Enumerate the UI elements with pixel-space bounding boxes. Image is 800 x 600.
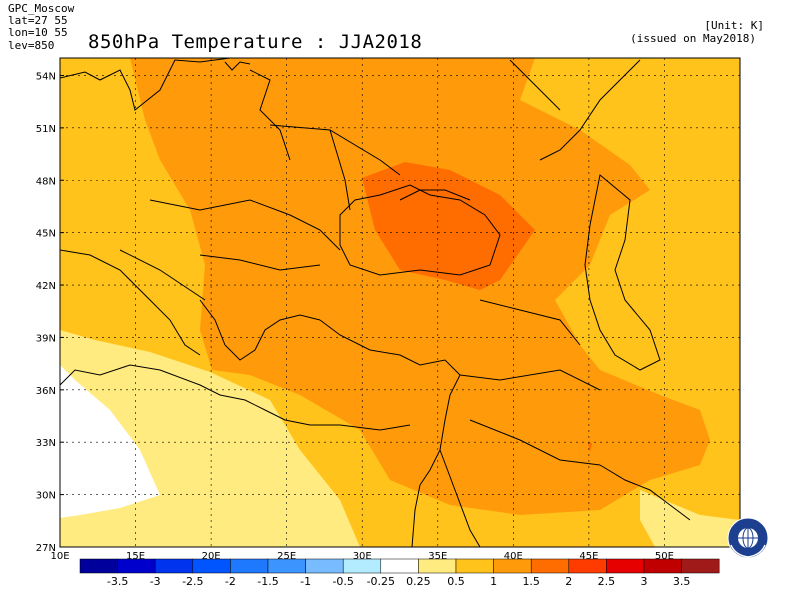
colorbar-label: 3.5	[673, 575, 691, 588]
colorbar-label: 2.5	[598, 575, 616, 588]
longitude-tick-label: 40E	[504, 551, 523, 562]
colorbar-box	[606, 558, 645, 574]
latitude-tick-label: 30N	[36, 491, 56, 502]
anomaly-field	[60, 58, 740, 547]
shade-white	[60, 365, 160, 518]
lat-range-label: lat=27 55	[8, 14, 68, 27]
colorbar-box	[117, 558, 156, 574]
colorbar-box	[267, 558, 306, 574]
colorbar-box	[305, 558, 344, 574]
colorbar-box	[154, 558, 194, 574]
colorbar-label: -1.5	[257, 575, 278, 588]
colorbar-label: -0.25	[367, 575, 395, 588]
globe-laurel-icon	[727, 517, 769, 559]
shade-dark-orange-spot	[588, 443, 592, 452]
level-label: lev=850	[8, 39, 55, 52]
center-label: GPC_Moscow	[8, 2, 75, 15]
colorbar-box	[568, 558, 607, 574]
colorbar-label: -3.5	[107, 575, 128, 588]
unit-label: [Unit: K]	[704, 19, 764, 32]
colorbar-box	[192, 558, 231, 574]
map-frame	[59, 57, 741, 548]
colorbar-box	[79, 558, 118, 574]
shade-orange	[130, 58, 710, 515]
colorbar-label: 1	[490, 575, 497, 588]
colorbar-box	[530, 558, 570, 574]
latitude-tick-label: 48N	[36, 176, 56, 187]
latitude-tick-label: 27N	[36, 543, 56, 554]
latitude-tick-label: 54N	[36, 71, 56, 82]
latitude-tick-label: 51N	[36, 124, 56, 135]
longitude-tick-label: 15E	[126, 551, 145, 562]
latitude-ticks: 54N 51N 48N 45N 42N 39N 36N 33N 30N 27N	[36, 71, 64, 554]
lon-range-label: lon=10 55	[8, 26, 68, 39]
latitude-tick-label: 45N	[36, 229, 56, 240]
colorbar-label: -2.5	[182, 575, 203, 588]
coastlines	[60, 58, 691, 547]
colorbar-labels: -3.5 -3 -2.5 -2 -1.5 -1 -0.5 -0.25 0.25 0.5 1 1.5 2 2…	[107, 575, 690, 588]
colorbar-box	[493, 558, 532, 574]
issued-label: (issued on May2018)	[630, 32, 756, 45]
colorbar-label: -1	[300, 575, 311, 588]
longitude-tick-label: 45E	[579, 551, 598, 562]
colorbar-box	[380, 558, 419, 574]
colorbar-label: 0.25	[406, 575, 431, 588]
colorbar: -3.5 -3 -2.5 -2 -1.5 -1 -0.5 -0.25 0.25 0.5 1 1.5 2 2…	[79, 558, 720, 588]
longitude-tick-label: 50E	[655, 551, 674, 562]
colorbar-box	[455, 558, 494, 574]
latitude-tick-label: 33N	[36, 438, 56, 449]
longitude-tick-label: 25E	[277, 551, 296, 562]
colorbar-box	[342, 558, 382, 574]
longitude-tick-label: 10E	[50, 551, 69, 562]
shade-light-yellow-se	[640, 490, 740, 547]
longitude-tick-label: 30E	[353, 551, 372, 562]
latitude-tick-label: 36N	[36, 386, 56, 397]
map-title: 850hPa Temperature : JJA2018	[88, 31, 423, 53]
colorbar-box	[681, 558, 720, 574]
latitude-tick-label: 42N	[36, 281, 56, 292]
shade-dark-orange	[362, 162, 535, 290]
longitude-ticks: 10E 15E 20E 25E 30E 35E 40E 45E 50E	[50, 551, 673, 562]
colorbar-label: 1.5	[522, 575, 540, 588]
colorbar-label: -3	[150, 575, 161, 588]
colorbar-label: 2	[565, 575, 572, 588]
colorbar-box	[230, 558, 269, 574]
colorbar-box	[643, 558, 682, 574]
longitude-tick-label: 20E	[202, 551, 221, 562]
colorbar-label: 3	[641, 575, 648, 588]
colorbar-label: 0.5	[447, 575, 465, 588]
longitude-tick-label: 35E	[428, 551, 447, 562]
colorbar-box	[418, 558, 457, 574]
latitude-tick-label: 39N	[36, 333, 56, 344]
colorbar-label: -0.5	[332, 575, 353, 588]
colorbar-label: -2	[225, 575, 236, 588]
colorbar-boxes	[79, 558, 720, 574]
